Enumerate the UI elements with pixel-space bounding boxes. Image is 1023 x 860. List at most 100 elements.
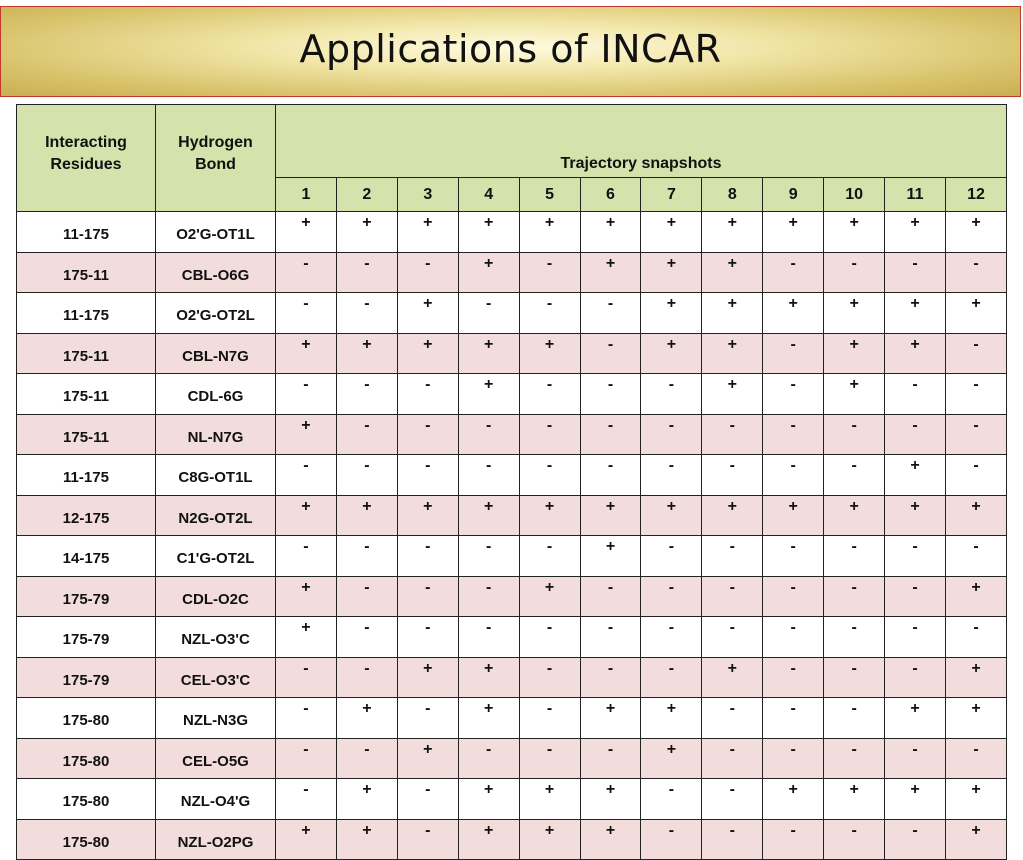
bond-cell: NZL-N3G — [155, 697, 276, 739]
snapshot-mark-cell: + — [762, 778, 825, 820]
snapshot-mark-cell: - — [762, 373, 825, 415]
snapshot-mark-cell: - — [275, 656, 337, 698]
snapshot-mark-cell: + — [518, 332, 581, 374]
snapshot-mark-cell: - — [823, 697, 886, 739]
snapshot-mark-cell: - — [335, 413, 398, 455]
residues-cell: 12-175 — [16, 494, 156, 536]
residues-cell: 11-175 — [16, 454, 156, 496]
table-row: 11-175 C8G-OT1L - - - - - - - - - - + - — [16, 454, 1008, 496]
snapshot-mark-cell: + — [823, 332, 886, 374]
snapshot-mark-cell: - — [944, 373, 1008, 415]
snapshot-mark-cell: + — [944, 211, 1008, 253]
snapshot-mark-cell: - — [884, 373, 946, 415]
snapshot-mark-cell: + — [579, 211, 642, 253]
residues-cell: 175-79 — [16, 575, 156, 617]
snapshot-mark-cell: - — [884, 251, 946, 293]
snapshot-mark-cell: - — [823, 454, 886, 496]
snapshot-mark-cell: - — [579, 332, 642, 374]
snapshot-mark-cell: - — [640, 575, 703, 617]
header-bond-line1: Hydrogen — [178, 134, 253, 151]
residues-cell: 14-175 — [16, 535, 156, 577]
residues-cell: 175-11 — [16, 413, 156, 455]
snapshot-mark-cell: + — [823, 211, 886, 253]
snapshot-mark-cell: - — [823, 737, 886, 779]
snapshot-mark-cell: - — [823, 251, 886, 293]
snapshot-mark-cell: - — [518, 251, 581, 293]
snapshot-mark-cell: - — [457, 413, 520, 455]
table-row: 175-11 CBL-N7G + + + + + - + + - + + - — [16, 332, 1008, 374]
snapshot-mark-cell: - — [335, 373, 398, 415]
snapshot-mark-cell: + — [275, 494, 337, 536]
snapshot-mark-cell: - — [275, 778, 337, 820]
residues-cell: 175-79 — [16, 656, 156, 698]
header-snapshot-12: 12 — [944, 177, 1008, 212]
snapshot-mark-cell: + — [457, 818, 520, 860]
snapshot-mark-cell: - — [762, 818, 825, 860]
snapshot-mark-cell: - — [762, 737, 825, 779]
snapshot-mark-cell: + — [884, 697, 946, 739]
snapshot-mark-cell: + — [396, 494, 459, 536]
snapshot-mark-cell: - — [762, 656, 825, 698]
snapshot-mark-cell: + — [762, 292, 825, 334]
snapshot-mark-cell: - — [396, 575, 459, 617]
snapshot-mark-cell: - — [640, 373, 703, 415]
header-snapshot-8: 8 — [701, 177, 764, 212]
snapshot-mark-cell: + — [701, 251, 764, 293]
header-snapshot-2: 2 — [335, 177, 398, 212]
header-snapshot-11: 11 — [884, 177, 946, 212]
snapshot-mark-cell: - — [275, 251, 337, 293]
snapshot-mark-cell: - — [762, 535, 825, 577]
snapshot-mark-cell: - — [396, 413, 459, 455]
snapshot-mark-cell: + — [944, 575, 1008, 617]
snapshot-mark-cell: + — [275, 818, 337, 860]
header-snapshot-6: 6 — [579, 177, 642, 212]
bond-cell: N2G-OT2L — [155, 494, 276, 536]
snapshot-mark-cell: - — [335, 616, 398, 658]
snapshot-mark-cell: - — [518, 697, 581, 739]
snapshot-mark-cell: - — [518, 292, 581, 334]
residues-cell: 175-11 — [16, 332, 156, 374]
snapshot-mark-cell: + — [823, 292, 886, 334]
snapshot-mark-cell: - — [579, 454, 642, 496]
snapshot-mark-cell: + — [701, 292, 764, 334]
snapshot-mark-cell: - — [701, 413, 764, 455]
snapshot-mark-cell: - — [944, 413, 1008, 455]
header-snapshot-9: 9 — [762, 177, 825, 212]
snapshot-mark-cell: - — [518, 535, 581, 577]
snapshot-mark-cell: - — [457, 454, 520, 496]
snapshot-mark-cell: - — [518, 454, 581, 496]
bond-cell: O2'G-OT2L — [155, 292, 276, 334]
snapshot-mark-cell: + — [701, 373, 764, 415]
snapshot-mark-cell: - — [823, 575, 886, 617]
snapshot-mark-cell: + — [275, 575, 337, 617]
residues-cell: 175-80 — [16, 737, 156, 779]
snapshot-mark-cell: - — [701, 737, 764, 779]
table-row: 175-80 NZL-N3G - + - + - + + - - - + + — [16, 697, 1008, 739]
bond-cell: CEL-O5G — [155, 737, 276, 779]
snapshot-mark-cell: - — [275, 454, 337, 496]
snapshot-mark-cell: - — [640, 778, 703, 820]
header-snapshot-5: 5 — [518, 177, 581, 212]
header-residues-line1: Interacting — [45, 134, 127, 151]
header-snapshot-3: 3 — [396, 177, 459, 212]
snapshot-mark-cell: - — [762, 697, 825, 739]
snapshot-mark-cell: - — [823, 413, 886, 455]
snapshot-mark-cell: - — [457, 292, 520, 334]
snapshot-mark-cell: - — [275, 737, 337, 779]
snapshot-mark-cell: - — [518, 616, 581, 658]
snapshot-mark-cell: - — [518, 373, 581, 415]
snapshot-mark-cell: - — [944, 332, 1008, 374]
bond-cell: CEL-O3'C — [155, 656, 276, 698]
snapshot-mark-cell: + — [640, 737, 703, 779]
hydrogen-bond-table: Interacting Residues Hydrogen Bond Traje… — [16, 104, 1008, 860]
snapshot-mark-cell: + — [275, 616, 337, 658]
snapshot-mark-cell: - — [640, 656, 703, 698]
header-bond-line2: Bond — [195, 156, 236, 173]
snapshot-mark-cell: - — [396, 454, 459, 496]
table-row: 175-79 CEL-O3'C - - + + - - - + - - - + — [16, 656, 1008, 698]
snapshot-mark-cell: - — [457, 535, 520, 577]
snapshot-mark-cell: + — [579, 535, 642, 577]
snapshot-mark-cell: + — [944, 656, 1008, 698]
table-row: 175-11 CBL-O6G - - - + - + + + - - - - — [16, 251, 1008, 293]
snapshot-mark-cell: + — [823, 373, 886, 415]
